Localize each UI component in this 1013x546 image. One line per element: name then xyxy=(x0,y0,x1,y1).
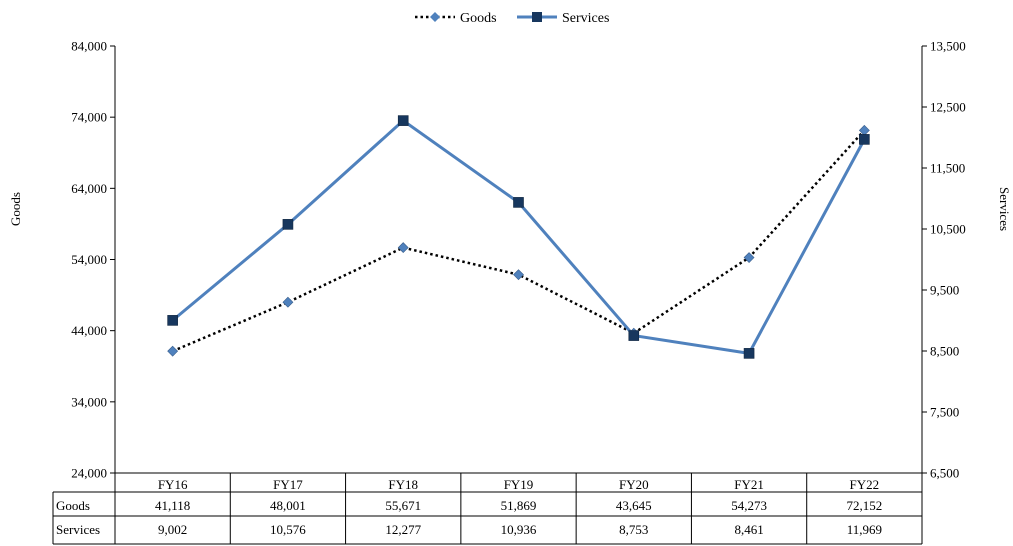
series-line-goods xyxy=(172,129,866,353)
x-tick-label: FY20 xyxy=(619,477,649,492)
table-cell: 11,969 xyxy=(847,522,882,537)
y-right-tick-label: 6,500 xyxy=(930,466,959,481)
y-axis-left-title: Goods xyxy=(8,192,23,226)
x-tick-label: FY22 xyxy=(850,477,880,492)
y-left-tick-label: 74,000 xyxy=(71,110,107,125)
table-row-label: Services xyxy=(56,522,100,537)
x-tick-label: FY21 xyxy=(734,477,764,492)
y-right-tick-label: 11,500 xyxy=(930,161,965,176)
point-marker-services xyxy=(743,348,755,359)
table-cell: 12,277 xyxy=(385,522,421,537)
y-left-tick-label: 54,000 xyxy=(71,252,107,267)
y-left-tick-label: 24,000 xyxy=(71,466,107,481)
y-left-tick-label: 34,000 xyxy=(71,394,107,409)
table-cell: 10,576 xyxy=(270,522,306,537)
point-marker-services xyxy=(859,134,870,145)
x-tick-label: FY17 xyxy=(273,477,303,492)
point-marker-goods xyxy=(513,269,524,281)
y-right-tick-label: 7,500 xyxy=(930,405,959,420)
y-left-tick-label: 44,000 xyxy=(71,323,107,338)
y-axis-right-title: Services xyxy=(997,187,1012,231)
point-marker-goods xyxy=(397,242,409,254)
y-right-tick-label: 12,500 xyxy=(930,100,966,115)
table-cell: 48,001 xyxy=(270,498,306,513)
table-row-label: Goods xyxy=(56,498,90,513)
table-cell: 8,461 xyxy=(734,522,763,537)
y-right-tick-label: 13,500 xyxy=(930,39,966,54)
table-cell: 54,273 xyxy=(731,498,767,513)
series-line-services xyxy=(171,119,866,355)
series-layer xyxy=(167,115,870,359)
x-tick-label: FY19 xyxy=(504,477,534,492)
y-left-tick-label: 64,000 xyxy=(71,181,107,196)
y-right-tick-label: 8,500 xyxy=(930,344,959,359)
legend-marker-goods xyxy=(430,12,440,22)
point-marker-goods xyxy=(282,296,294,308)
y-right-tick-label: 9,500 xyxy=(930,283,959,298)
table-cell: 72,152 xyxy=(846,498,882,513)
x-tick-label: FY16 xyxy=(158,477,188,492)
table-cell: 9,002 xyxy=(158,522,187,537)
legend-label-services: Services xyxy=(562,11,609,26)
point-marker-services xyxy=(167,315,178,326)
point-marker-services xyxy=(282,219,294,230)
table-cell: 8,753 xyxy=(619,522,648,537)
x-tick-label: FY18 xyxy=(388,477,418,492)
data-table: FY16 FY17 FY18 FY19 FY20 FY21 FY22 Goods 41,118 4… xyxy=(52,473,923,545)
table-cell: 10,936 xyxy=(501,522,537,537)
legend-marker-services xyxy=(532,12,542,22)
table-cell: 43,645 xyxy=(616,498,652,513)
point-marker-services xyxy=(628,330,640,341)
table-cell: 51,869 xyxy=(501,498,537,513)
point-marker-goods xyxy=(167,345,179,357)
y-left-tick-label: 84,000 xyxy=(71,39,107,54)
y-right-tick-label: 10,500 xyxy=(930,222,966,237)
y-axis-right-ticks: 6,500 7,500 8,500 9,500 10,500 11,500 12,500 13… xyxy=(922,39,966,481)
y-axis-left-ticks: 24,000 34,000 44,000 54,000 64,000 74,000 84,0… xyxy=(71,39,115,481)
point-marker-goods xyxy=(743,252,755,263)
point-marker-services xyxy=(513,197,524,208)
legend: Goods Services xyxy=(415,11,609,26)
point-marker-services xyxy=(397,115,409,126)
table-cell: 41,118 xyxy=(155,498,190,513)
table-cell: 55,671 xyxy=(385,498,421,513)
legend-label-goods: Goods xyxy=(460,11,497,26)
